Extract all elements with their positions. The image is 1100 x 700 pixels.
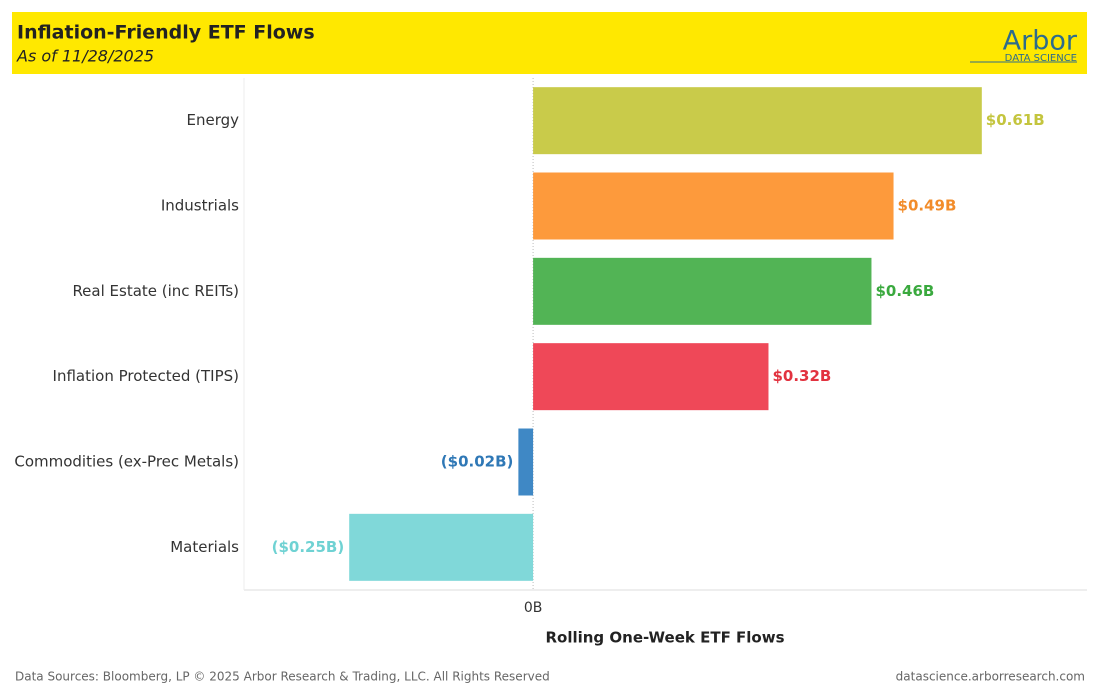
bar xyxy=(518,428,534,496)
y-tick-label: Commodities (ex-Prec Metals) xyxy=(14,453,239,471)
y-tick-label: Materials xyxy=(170,538,239,556)
bar xyxy=(533,257,872,325)
value-label: $0.46B xyxy=(875,282,934,300)
footer-sources: Data Sources: Bloomberg, LP © 2025 Arbor… xyxy=(15,670,550,684)
x-tick-label: 0B xyxy=(524,600,543,616)
y-tick-label: Energy xyxy=(186,111,239,129)
bar xyxy=(349,513,534,581)
value-label: ($0.02B) xyxy=(441,453,514,471)
header-banner xyxy=(12,12,1087,74)
logo-name: Arbor xyxy=(1003,26,1078,57)
value-label: ($0.25B) xyxy=(272,538,345,556)
logo-tagline: DATA SCIENCE xyxy=(1005,53,1077,64)
y-tick-label: Inflation Protected (TIPS) xyxy=(53,367,239,385)
x-axis-title: Rolling One-Week ETF Flows xyxy=(545,629,784,647)
bar xyxy=(533,343,769,411)
chart-subtitle: As of 11/28/2025 xyxy=(16,47,154,66)
chart-title: Inflation-Friendly ETF Flows xyxy=(17,22,315,44)
bar xyxy=(533,87,982,155)
value-label: $0.32B xyxy=(772,367,831,385)
value-label: $0.61B xyxy=(986,111,1045,129)
y-tick-label: Industrials xyxy=(161,197,239,215)
value-label: $0.49B xyxy=(898,197,957,215)
y-tick-label: Real Estate (inc REITs) xyxy=(72,282,239,300)
bar xyxy=(533,172,894,240)
footer-site: datascience.arborresearch.com xyxy=(896,670,1085,684)
